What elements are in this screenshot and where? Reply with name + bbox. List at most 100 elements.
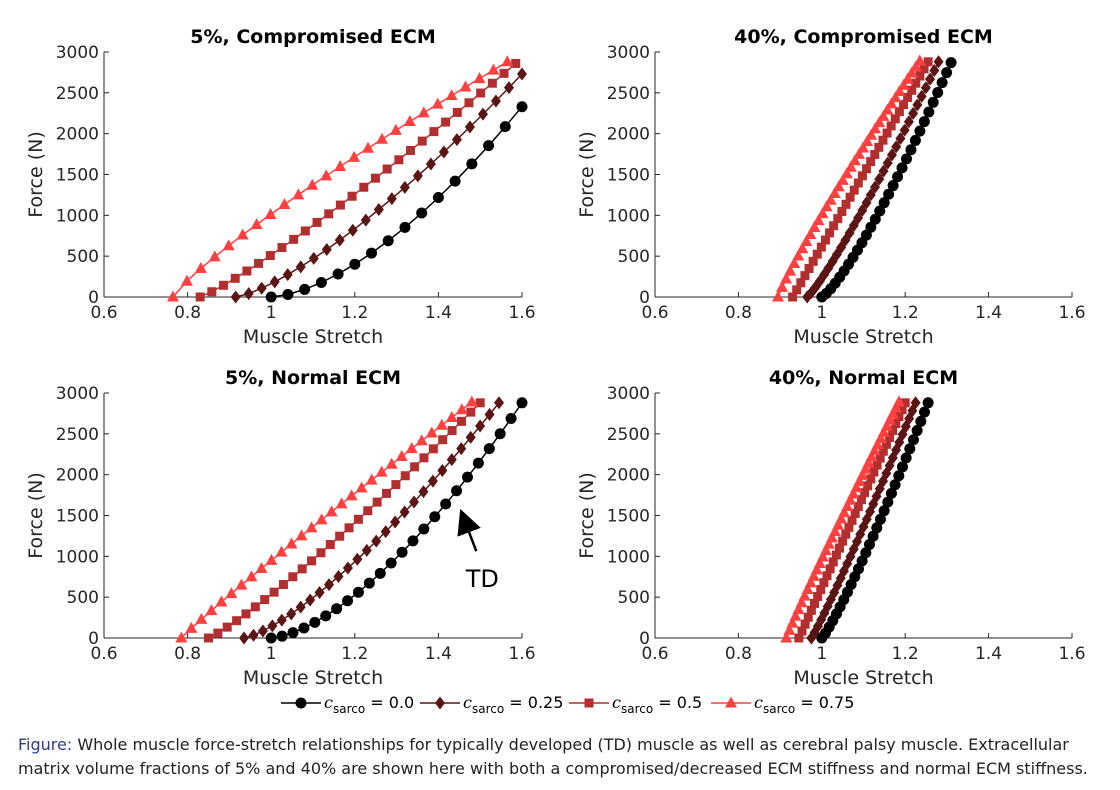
x-tick-label: 1.2 bbox=[892, 644, 919, 664]
data-point bbox=[819, 544, 832, 556]
data-point bbox=[905, 66, 918, 78]
data-point bbox=[344, 523, 354, 533]
legend: csarco = 0.0 csarco = 0.25 csarco = 0.5 csa… bbox=[281, 693, 854, 715]
y-tick-label: 2500 bbox=[56, 84, 99, 104]
data-point bbox=[517, 67, 527, 81]
chart-title: 40%, Normal ECM bbox=[769, 367, 958, 389]
data-point bbox=[425, 426, 438, 438]
data-point bbox=[812, 249, 822, 259]
data-point bbox=[315, 513, 328, 525]
data-point bbox=[907, 85, 917, 95]
data-point bbox=[230, 290, 241, 304]
data-point bbox=[910, 396, 921, 410]
data-point bbox=[484, 407, 495, 421]
data-point bbox=[819, 578, 829, 588]
x-tick-label: 1.4 bbox=[425, 303, 452, 323]
series-1 bbox=[239, 396, 505, 645]
legend-marker bbox=[725, 696, 737, 708]
x-tick-label: 1.4 bbox=[425, 644, 452, 664]
data-point bbox=[915, 71, 925, 81]
data-point bbox=[808, 220, 821, 232]
data-point bbox=[794, 633, 804, 643]
annotation-label: TD bbox=[465, 565, 499, 593]
data-point bbox=[868, 444, 881, 456]
data-point bbox=[816, 207, 829, 219]
y-tick-label: 1500 bbox=[607, 507, 650, 527]
data-point bbox=[792, 602, 805, 614]
chart-title: 5%, Compromised ECM bbox=[190, 26, 435, 48]
data-point bbox=[833, 214, 843, 224]
data-point bbox=[438, 435, 448, 445]
data-point bbox=[418, 523, 430, 535]
data-point bbox=[789, 609, 802, 621]
data-point bbox=[445, 410, 458, 422]
data-point bbox=[824, 193, 837, 205]
data-point bbox=[897, 78, 910, 90]
data-point bbox=[860, 547, 872, 559]
x-tick-label: 1.2 bbox=[341, 303, 368, 323]
data-point bbox=[451, 485, 463, 497]
data-point bbox=[885, 97, 898, 109]
data-point bbox=[807, 569, 820, 581]
series-0 bbox=[265, 397, 528, 644]
data-point bbox=[245, 570, 258, 582]
legend-entry: csarco = 0.75 bbox=[711, 693, 854, 715]
legend-label: csarco = 0.25 bbox=[463, 693, 563, 715]
data-point bbox=[418, 485, 429, 499]
x-tick-label: 0.8 bbox=[174, 644, 201, 664]
legend-label: csarco = 0.5 bbox=[612, 693, 702, 715]
data-point bbox=[213, 628, 223, 638]
data-point bbox=[265, 251, 275, 261]
data-point bbox=[800, 271, 810, 281]
data-point bbox=[400, 471, 410, 481]
y-tick-label: 2000 bbox=[607, 466, 650, 486]
legend-entry: csarco = 0.0 bbox=[281, 693, 414, 715]
data-point bbox=[885, 432, 895, 442]
data-point bbox=[903, 115, 914, 129]
data-point bbox=[806, 605, 816, 615]
series-1 bbox=[230, 67, 527, 304]
data-point bbox=[250, 602, 260, 612]
series-0 bbox=[816, 397, 934, 644]
data-point bbox=[883, 188, 895, 200]
data-point bbox=[895, 131, 906, 145]
data-point bbox=[365, 473, 378, 485]
y-tick-label: 0 bbox=[639, 629, 650, 649]
data-point bbox=[476, 88, 486, 98]
data-point bbox=[905, 144, 917, 156]
data-point bbox=[797, 626, 807, 636]
data-point bbox=[501, 55, 514, 67]
data-point bbox=[835, 512, 848, 524]
data-point bbox=[494, 428, 506, 440]
data-point bbox=[410, 462, 420, 472]
y-tick-label: 500 bbox=[67, 247, 99, 267]
data-point bbox=[235, 578, 248, 590]
y-tick-label: 1500 bbox=[607, 166, 650, 186]
data-point bbox=[278, 580, 288, 590]
y-tick-label: 3000 bbox=[56, 384, 99, 404]
data-point bbox=[419, 453, 429, 463]
data-point bbox=[195, 612, 208, 624]
series-2 bbox=[204, 398, 485, 643]
data-point bbox=[248, 628, 259, 642]
data-point bbox=[429, 127, 439, 137]
data-point bbox=[919, 64, 929, 74]
data-point bbox=[315, 277, 327, 289]
data-point bbox=[207, 287, 217, 297]
chart-panel: 5%, Normal ECM 0.6 0.8 1 1.2 1.4 1.6 0 500 1000 15… bbox=[25, 367, 536, 689]
y-tick-label: 0 bbox=[88, 288, 99, 308]
data-point bbox=[334, 233, 345, 247]
data-point bbox=[465, 430, 476, 444]
data-point bbox=[374, 567, 386, 579]
data-point bbox=[900, 398, 910, 408]
data-point bbox=[836, 173, 849, 185]
data-point bbox=[399, 505, 410, 519]
data-point bbox=[289, 234, 299, 244]
data-point bbox=[425, 157, 436, 171]
data-point bbox=[829, 221, 839, 231]
y-tick-label: 500 bbox=[618, 247, 650, 267]
chart-title: 5%, Normal ECM bbox=[225, 367, 401, 389]
data-point bbox=[403, 115, 416, 127]
data-point bbox=[407, 535, 419, 547]
data-point bbox=[918, 116, 930, 128]
